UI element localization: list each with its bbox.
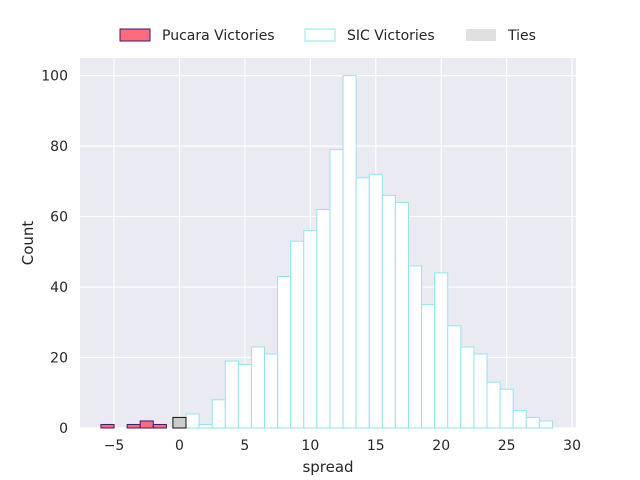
bar-sic-victories	[250, 346, 266, 429]
bars	[100, 75, 553, 429]
x-tick-label: 0	[175, 438, 184, 454]
bar-sic-victories	[538, 420, 553, 429]
bar-sic-victories	[329, 149, 344, 429]
bar-sic-victories	[499, 388, 514, 429]
bar-sic-victories	[368, 173, 383, 429]
bar-sic-victories	[421, 304, 436, 429]
x-tick-label: 30	[563, 438, 581, 454]
bar-sic-victories	[290, 240, 305, 429]
bar-sic-victories	[381, 194, 396, 429]
tick-labels: −5 0 5 10 15 20 25 30 0 20 40 60 80 100	[41, 69, 581, 454]
bar-sic-victories	[525, 416, 540, 429]
bar-sic-victories	[407, 265, 423, 429]
bar-sic-victories	[237, 364, 252, 429]
y-axis-label: Count	[19, 221, 37, 266]
bar-sic-victories	[211, 399, 226, 429]
x-tick-label: 5	[240, 438, 249, 454]
y-tick-label: 100	[41, 69, 68, 85]
y-tick-label: 40	[50, 280, 68, 296]
y-tick-label: 20	[50, 351, 68, 367]
x-axis-label: spread	[302, 458, 353, 476]
bar-sic-victories	[342, 75, 357, 429]
bar-sic-victories	[198, 423, 213, 429]
x-tick-label: 20	[432, 438, 450, 454]
legend-swatch-sic-victories	[304, 28, 336, 42]
bar-sic-victories	[512, 409, 527, 429]
bar-sic-victories	[355, 177, 370, 429]
bar-sic-victories	[460, 346, 475, 429]
bar-sic-victories	[185, 413, 200, 429]
bar-pucara-victories	[100, 423, 115, 429]
bar-sic-victories	[224, 360, 239, 429]
bar-sic-victories	[486, 381, 501, 429]
bar-sic-victories	[277, 275, 292, 429]
x-tick-label: 25	[498, 438, 516, 454]
legend-label-sic-victories: SIC Victories	[347, 28, 435, 44]
bar-pucara-victories	[139, 420, 154, 429]
bar-sic-victories	[434, 272, 449, 429]
x-tick-label: −5	[104, 438, 125, 454]
y-tick-label: 80	[50, 139, 68, 155]
legend-label-pucara-victories: Pucara Victories	[162, 28, 275, 44]
bar-sic-victories	[447, 325, 462, 429]
bar-pucara-victories	[152, 423, 167, 429]
x-tick-label: 10	[301, 438, 319, 454]
y-tick-label: 0	[59, 421, 68, 437]
bar-sic-victories	[264, 353, 279, 429]
bar-sic-victories	[394, 201, 409, 429]
y-tick-label: 60	[50, 210, 68, 226]
bar-pucara-victories	[126, 423, 141, 429]
bar-sic-victories	[316, 209, 331, 429]
legend: Pucara Victories SIC Victories Ties	[119, 28, 536, 44]
bar-ties	[172, 416, 187, 429]
x-tick-label: 15	[367, 438, 385, 454]
legend-swatch-pucara-victories	[119, 28, 151, 42]
legend-label-ties: Ties	[507, 28, 536, 44]
bar-sic-victories	[303, 230, 318, 429]
bar-sic-victories	[473, 353, 488, 429]
legend-swatch-ties	[466, 29, 496, 41]
